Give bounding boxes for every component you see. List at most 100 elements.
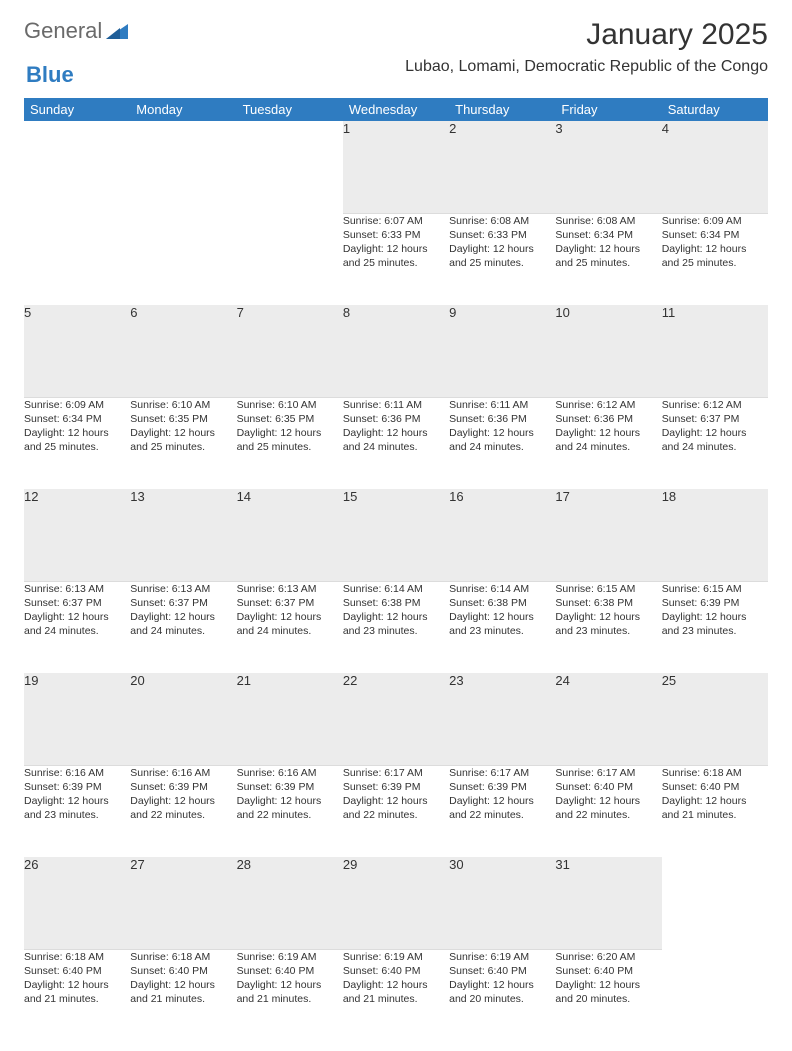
day-body-cell: Sunrise: 6:09 AMSunset: 6:34 PMDaylight:…	[662, 213, 768, 305]
day-detail-line: Daylight: 12 hours	[237, 794, 343, 808]
day-body-row: Sunrise: 6:18 AMSunset: 6:40 PMDaylight:…	[24, 949, 768, 1041]
day-detail-line: Sunset: 6:39 PM	[130, 780, 236, 794]
day-detail-line: and 21 minutes.	[237, 992, 343, 1006]
day-number-cell: 26	[24, 857, 130, 949]
day-body-cell: Sunrise: 6:17 AMSunset: 6:40 PMDaylight:…	[555, 765, 661, 857]
day-detail-line: Daylight: 12 hours	[343, 978, 449, 992]
day-detail-line: Daylight: 12 hours	[555, 978, 661, 992]
day-detail-line: Sunset: 6:36 PM	[555, 412, 661, 426]
day-body-cell: Sunrise: 6:19 AMSunset: 6:40 PMDaylight:…	[449, 949, 555, 1041]
day-detail-line: Sunset: 6:37 PM	[237, 596, 343, 610]
day-detail-line: Sunrise: 6:09 AM	[24, 398, 130, 412]
weekday-header-row: Sunday Monday Tuesday Wednesday Thursday…	[24, 98, 768, 121]
weekday-header: Tuesday	[237, 98, 343, 121]
day-detail-line: Sunset: 6:36 PM	[343, 412, 449, 426]
day-detail-line: Sunrise: 6:15 AM	[555, 582, 661, 596]
day-detail-line: Sunset: 6:39 PM	[449, 780, 555, 794]
day-detail-line: Daylight: 12 hours	[555, 242, 661, 256]
day-body-cell: Sunrise: 6:07 AMSunset: 6:33 PMDaylight:…	[343, 213, 449, 305]
day-detail-line: Sunset: 6:39 PM	[343, 780, 449, 794]
day-detail-line: Sunset: 6:37 PM	[662, 412, 768, 426]
day-number-cell: 18	[662, 489, 768, 581]
logo: General	[24, 18, 130, 44]
day-detail-line: Sunset: 6:33 PM	[343, 228, 449, 242]
day-detail-line: Sunset: 6:34 PM	[555, 228, 661, 242]
day-detail-line: Sunrise: 6:11 AM	[449, 398, 555, 412]
day-body-cell	[24, 213, 130, 305]
day-number-cell: 4	[662, 121, 768, 213]
day-body-row: Sunrise: 6:07 AMSunset: 6:33 PMDaylight:…	[24, 213, 768, 305]
day-detail-line: Daylight: 12 hours	[24, 978, 130, 992]
day-number-cell	[662, 857, 768, 949]
day-detail-line: Sunrise: 6:14 AM	[343, 582, 449, 596]
weekday-header: Wednesday	[343, 98, 449, 121]
day-detail-line: Sunrise: 6:17 AM	[555, 766, 661, 780]
page-title: January 2025	[405, 18, 768, 52]
day-detail-line: Daylight: 12 hours	[449, 242, 555, 256]
day-detail-line: and 24 minutes.	[130, 624, 236, 638]
day-body-cell: Sunrise: 6:18 AMSunset: 6:40 PMDaylight:…	[662, 765, 768, 857]
logo-text-b: Blue	[26, 62, 74, 87]
day-detail-line: and 25 minutes.	[662, 256, 768, 270]
day-number-cell: 15	[343, 489, 449, 581]
day-number-cell: 1	[343, 121, 449, 213]
weekday-header: Thursday	[449, 98, 555, 121]
day-detail-line: and 22 minutes.	[237, 808, 343, 822]
day-detail-line: and 23 minutes.	[24, 808, 130, 822]
day-body-cell	[237, 213, 343, 305]
day-number-cell	[237, 121, 343, 213]
day-body-cell: Sunrise: 6:20 AMSunset: 6:40 PMDaylight:…	[555, 949, 661, 1041]
day-detail-line: Sunset: 6:40 PM	[237, 964, 343, 978]
day-detail-line: and 22 minutes.	[449, 808, 555, 822]
day-number-cell: 21	[237, 673, 343, 765]
day-detail-line: Sunrise: 6:18 AM	[662, 766, 768, 780]
day-detail-line: Daylight: 12 hours	[343, 426, 449, 440]
day-number-cell: 11	[662, 305, 768, 397]
day-number-cell: 25	[662, 673, 768, 765]
day-detail-line: Sunrise: 6:14 AM	[449, 582, 555, 596]
day-detail-line: Daylight: 12 hours	[662, 426, 768, 440]
calendar-table: Sunday Monday Tuesday Wednesday Thursday…	[24, 98, 768, 1041]
day-number-cell: 29	[343, 857, 449, 949]
day-number-cell: 20	[130, 673, 236, 765]
day-detail-line: and 24 minutes.	[24, 624, 130, 638]
page-subtitle: Lubao, Lomami, Democratic Republic of th…	[405, 58, 768, 76]
day-detail-line: Sunset: 6:40 PM	[343, 964, 449, 978]
day-detail-line: Sunrise: 6:13 AM	[24, 582, 130, 596]
day-detail-line: Sunrise: 6:10 AM	[237, 398, 343, 412]
day-number-cell: 8	[343, 305, 449, 397]
weekday-header: Friday	[555, 98, 661, 121]
day-body-cell	[662, 949, 768, 1041]
day-body-cell: Sunrise: 6:17 AMSunset: 6:39 PMDaylight:…	[449, 765, 555, 857]
day-number-cell: 12	[24, 489, 130, 581]
day-body-cell: Sunrise: 6:10 AMSunset: 6:35 PMDaylight:…	[237, 397, 343, 489]
day-number-cell: 24	[555, 673, 661, 765]
day-detail-line: Sunset: 6:40 PM	[555, 964, 661, 978]
day-number-row: 567891011	[24, 305, 768, 397]
day-body-cell: Sunrise: 6:09 AMSunset: 6:34 PMDaylight:…	[24, 397, 130, 489]
calendar-page: General January 2025 Lubao, Lomami, Demo…	[0, 0, 792, 1051]
day-body-cell: Sunrise: 6:12 AMSunset: 6:36 PMDaylight:…	[555, 397, 661, 489]
day-detail-line: Sunrise: 6:12 AM	[662, 398, 768, 412]
day-detail-line: Sunrise: 6:17 AM	[343, 766, 449, 780]
day-body-cell: Sunrise: 6:15 AMSunset: 6:38 PMDaylight:…	[555, 581, 661, 673]
day-detail-line: Sunset: 6:38 PM	[555, 596, 661, 610]
day-detail-line: Sunset: 6:40 PM	[662, 780, 768, 794]
day-number-cell: 16	[449, 489, 555, 581]
day-detail-line: and 20 minutes.	[449, 992, 555, 1006]
day-detail-line: Sunrise: 6:08 AM	[449, 214, 555, 228]
day-body-row: Sunrise: 6:13 AMSunset: 6:37 PMDaylight:…	[24, 581, 768, 673]
day-detail-line: Daylight: 12 hours	[662, 794, 768, 808]
day-detail-line: Daylight: 12 hours	[343, 794, 449, 808]
weekday-header: Monday	[130, 98, 236, 121]
day-detail-line: and 22 minutes.	[130, 808, 236, 822]
day-body-cell: Sunrise: 6:18 AMSunset: 6:40 PMDaylight:…	[24, 949, 130, 1041]
day-number-cell: 10	[555, 305, 661, 397]
day-detail-line: Sunrise: 6:17 AM	[449, 766, 555, 780]
day-number-row: 1234	[24, 121, 768, 213]
day-body-cell: Sunrise: 6:13 AMSunset: 6:37 PMDaylight:…	[24, 581, 130, 673]
logo-triangle-icon	[106, 22, 128, 40]
day-detail-line: and 25 minutes.	[24, 440, 130, 454]
day-body-cell: Sunrise: 6:08 AMSunset: 6:33 PMDaylight:…	[449, 213, 555, 305]
day-number-cell: 7	[237, 305, 343, 397]
